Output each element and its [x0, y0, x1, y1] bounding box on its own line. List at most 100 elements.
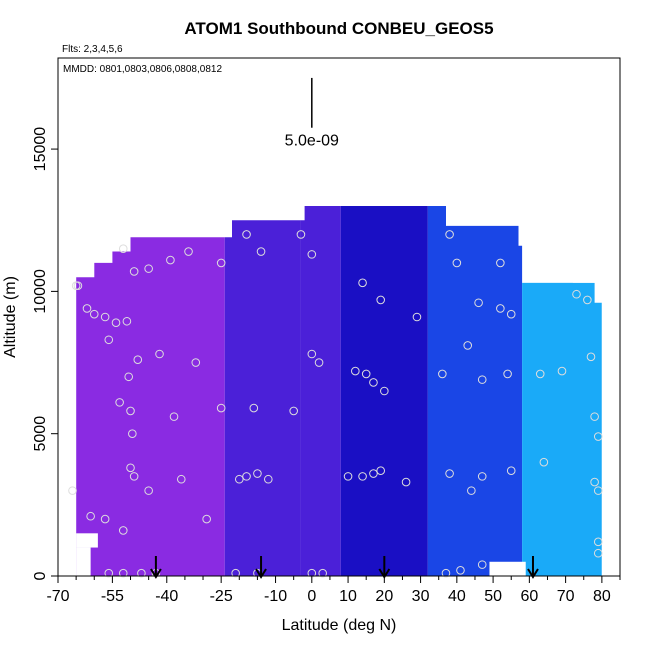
chart-title: ATOM1 Southbound CONBEU_GEOS5	[184, 19, 493, 38]
y-tick-label: 0	[32, 571, 49, 580]
x-tick-label: -40	[155, 588, 178, 605]
sample-point	[122, 316, 132, 326]
sample-point	[89, 309, 99, 319]
x-tick-label: 70	[557, 588, 575, 605]
sample-point	[129, 267, 139, 276]
x-tick-label: -55	[101, 588, 124, 605]
flight-arrows	[150, 556, 539, 579]
region-purple	[76, 206, 225, 576]
sample-point	[477, 472, 487, 481]
sample-point	[202, 514, 211, 524]
sample-point	[216, 258, 226, 268]
sample-point	[496, 258, 505, 268]
sample-point	[496, 304, 505, 313]
x-tick-label: 40	[448, 588, 466, 605]
sample-point	[216, 403, 226, 413]
sample-point	[401, 477, 411, 487]
sample-point	[129, 472, 139, 481]
sample-point	[73, 281, 83, 290]
x-tick-label: 20	[375, 588, 393, 605]
flight-arrow-head	[527, 568, 539, 579]
sample-point	[242, 230, 251, 239]
sample-point	[412, 312, 422, 322]
blank-area	[601, 206, 602, 576]
y-tick-label: 5000	[32, 416, 49, 452]
sample-point	[169, 412, 179, 421]
sample-point	[474, 298, 483, 308]
sample-point	[376, 466, 385, 475]
sample-point	[361, 369, 371, 379]
sample-point	[100, 312, 110, 322]
x-tick-label: 60	[520, 588, 538, 605]
sample-point	[535, 369, 545, 379]
sample-point	[155, 349, 164, 359]
sample-point	[133, 355, 143, 364]
flight-arrow-head	[150, 568, 162, 579]
y-tick-label: 10000	[32, 269, 49, 314]
x-tick-label: -10	[264, 588, 287, 605]
sample-point	[506, 466, 516, 475]
sample-point	[100, 514, 110, 524]
scale-bar: 5.0e-09	[285, 77, 339, 150]
sample-point	[118, 568, 128, 578]
sample-point	[307, 349, 317, 359]
y-tick-label: 15000	[32, 127, 49, 172]
sample-point	[445, 230, 454, 239]
sample-point	[118, 526, 128, 535]
blank-area	[76, 533, 98, 548]
sample-point	[380, 386, 389, 396]
sample-point	[593, 486, 603, 495]
sample-point	[503, 369, 512, 379]
sample-point	[307, 250, 317, 259]
sample-point	[477, 375, 487, 384]
y-axis-label: Altitude (m)	[2, 276, 19, 358]
sample-point	[463, 341, 473, 350]
region-blue	[427, 206, 523, 576]
sample-point	[242, 472, 251, 481]
sample-point	[86, 511, 95, 521]
sample-point	[111, 318, 121, 327]
sample-point	[557, 366, 567, 376]
concentration-field	[76, 206, 602, 576]
axes: -70 -55 -40 -25 -10 0 10 20 30 40 50 60 70 80 0 5000 100…	[32, 127, 621, 605]
sample-point	[184, 247, 193, 256]
flights-note: Flts: 2,3,4,5,6	[62, 44, 123, 55]
sample-point	[369, 469, 378, 478]
sample-point	[590, 412, 599, 421]
dates-note: MMDD: 0801,0803,0806,0808,0812	[63, 64, 222, 75]
scale-bar-label: 5.0e-09	[285, 133, 339, 150]
sample-point	[296, 230, 306, 239]
x-tick-label: -70	[46, 588, 69, 605]
sample-point	[477, 560, 487, 569]
sample-point	[68, 486, 77, 495]
sample-point	[82, 304, 92, 313]
sample-point	[318, 568, 327, 578]
sample-point	[506, 309, 516, 319]
sample-point	[358, 472, 367, 481]
x-tick-label: 10	[339, 588, 357, 605]
sample-point	[231, 568, 240, 578]
x-tick-label: 0	[307, 588, 316, 605]
sample-point	[126, 406, 135, 416]
blank-area	[489, 561, 526, 576]
sample-point	[144, 264, 153, 273]
sample-point	[369, 378, 378, 387]
blank-area	[76, 547, 91, 576]
sample-point	[593, 432, 603, 441]
sample-point	[445, 469, 454, 478]
sample-point	[128, 429, 137, 438]
sample-points	[68, 230, 603, 578]
plot-frame	[57, 57, 621, 577]
region-sky	[522, 282, 602, 576]
x-tick-label: -25	[210, 588, 233, 605]
sample-point	[115, 398, 124, 407]
sample-point	[590, 477, 599, 487]
sample-point	[166, 255, 175, 265]
x-tick-label: 30	[412, 588, 430, 605]
region-violet-indigo	[224, 206, 301, 576]
flight-arrow-head	[255, 568, 267, 579]
sample-point	[539, 457, 549, 467]
sample-point	[583, 295, 592, 305]
sample-point	[376, 295, 385, 305]
